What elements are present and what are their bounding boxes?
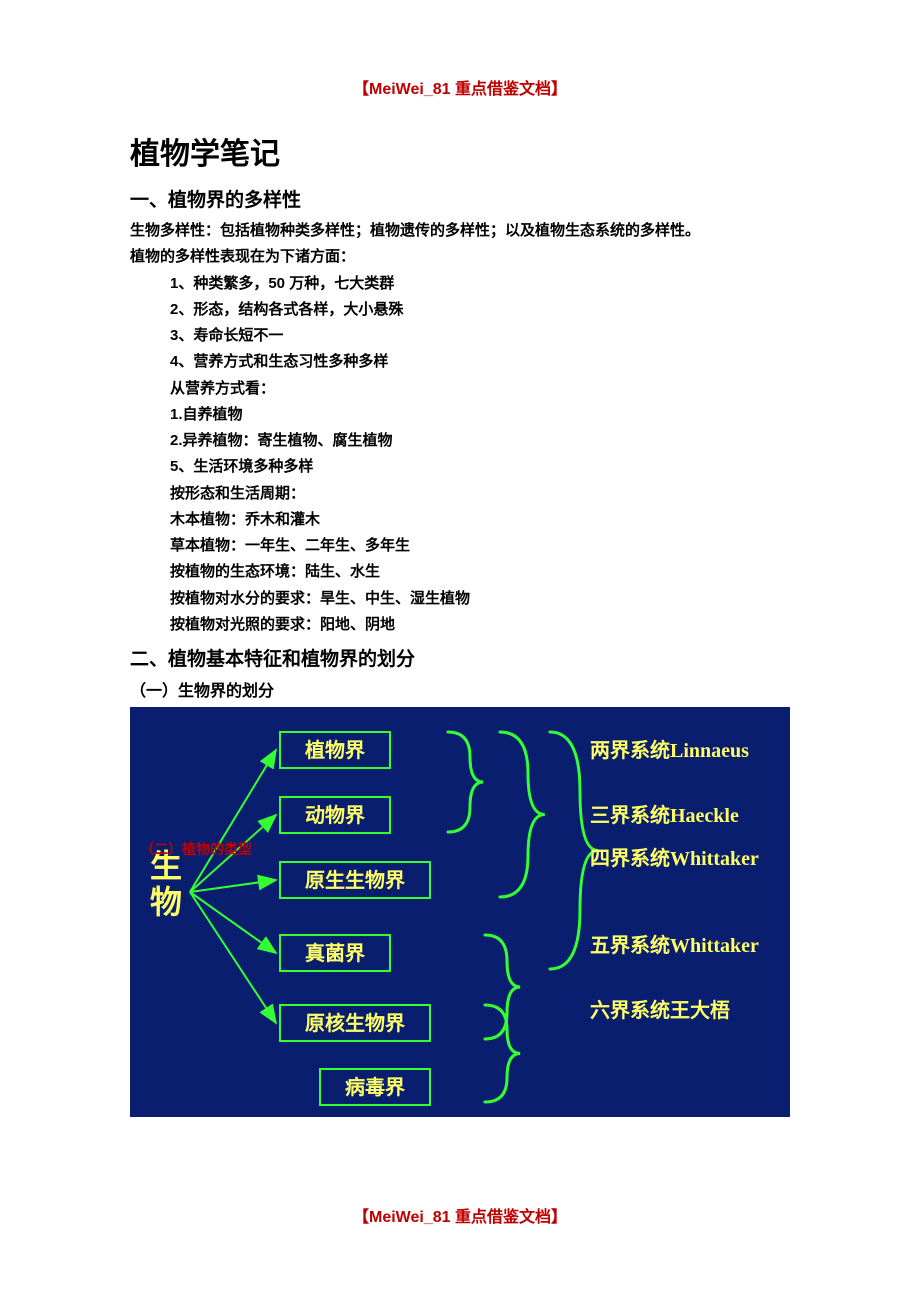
section-2-overlay-text: （二）植物的类型 xyxy=(140,839,252,859)
section-1-list-item: 4、营养方式和生态习性多种多样 xyxy=(130,349,790,375)
svg-text:五界系统Whittaker: 五界系统Whittaker xyxy=(590,933,759,957)
svg-text:病毒界: 病毒界 xyxy=(345,1075,405,1099)
svg-text:真菌界: 真菌界 xyxy=(305,941,365,965)
section-1-para-1: 生物多样性：包括植物种类多样性；植物遗传的多样性；以及植物生态系统的多样性。 xyxy=(130,218,790,244)
section-1-list-item: 木本植物：乔木和灌木 xyxy=(130,507,790,533)
kingdom-diagram: 生物植物界动物界原生生物界真菌界原核生物界病毒界两界系统Linnaeus三界系统… xyxy=(130,707,790,1117)
section-1-list-item: 按形态和生活周期： xyxy=(130,481,790,507)
section-1-list-item: 按植物对水分的要求：旱生、中生、湿生植物 xyxy=(130,586,790,612)
section-1-list-item: 1.自养植物 xyxy=(130,402,790,428)
section-1-list-item: 5、生活环境多种多样 xyxy=(130,454,790,480)
section-1-list-item: 按植物对光照的要求：阳地、阴地 xyxy=(130,612,790,638)
section-1-list-item: 草本植物：一年生、二年生、多年生 xyxy=(130,533,790,559)
svg-text:六界系统王大梧: 六界系统王大梧 xyxy=(590,998,730,1022)
svg-text:动物界: 动物界 xyxy=(305,803,365,827)
section-2-heading: 二、植物基本特征和植物界的划分 xyxy=(130,644,790,671)
section-1-list-item: 2、形态，结构各式各样，大小悬殊 xyxy=(130,297,790,323)
section-1-para-2: 植物的多样性表现在为下诸方面： xyxy=(130,244,790,270)
section-2-subheading: （一）生物界的划分 xyxy=(130,677,790,701)
svg-text:两界系统Linnaeus: 两界系统Linnaeus xyxy=(590,738,749,762)
section-1-list-item: 3、寿命长短不一 xyxy=(130,323,790,349)
doc-title: 植物学笔记 xyxy=(130,129,790,173)
svg-text:四界系统Whittaker: 四界系统Whittaker xyxy=(590,846,759,870)
section-1-list-item: 2.异养植物：寄生植物、腐生植物 xyxy=(130,428,790,454)
section-1-heading: 一、植物界的多样性 xyxy=(130,185,790,212)
svg-text:原核生物界: 原核生物界 xyxy=(305,1011,405,1035)
section-1-list-item: 1、种类繁多，50 万种，七大类群 xyxy=(130,271,790,297)
kingdom-diagram-svg: 生物植物界动物界原生生物界真菌界原核生物界病毒界两界系统Linnaeus三界系统… xyxy=(130,707,790,1117)
svg-text:植物界: 植物界 xyxy=(305,738,365,762)
footer-watermark: 【MeiWei_81 重点借鉴文档】 xyxy=(0,1203,920,1227)
section-1-list-item: 按植物的生态环境：陆生、水生 xyxy=(130,559,790,585)
svg-text:原生生物界: 原生生物界 xyxy=(305,868,405,892)
section-1-list-item: 从营养方式看： xyxy=(130,376,790,402)
header-watermark: 【MeiWei_81 重点借鉴文档】 xyxy=(130,75,790,99)
svg-text:三界系统Haeckle: 三界系统Haeckle xyxy=(590,803,739,827)
